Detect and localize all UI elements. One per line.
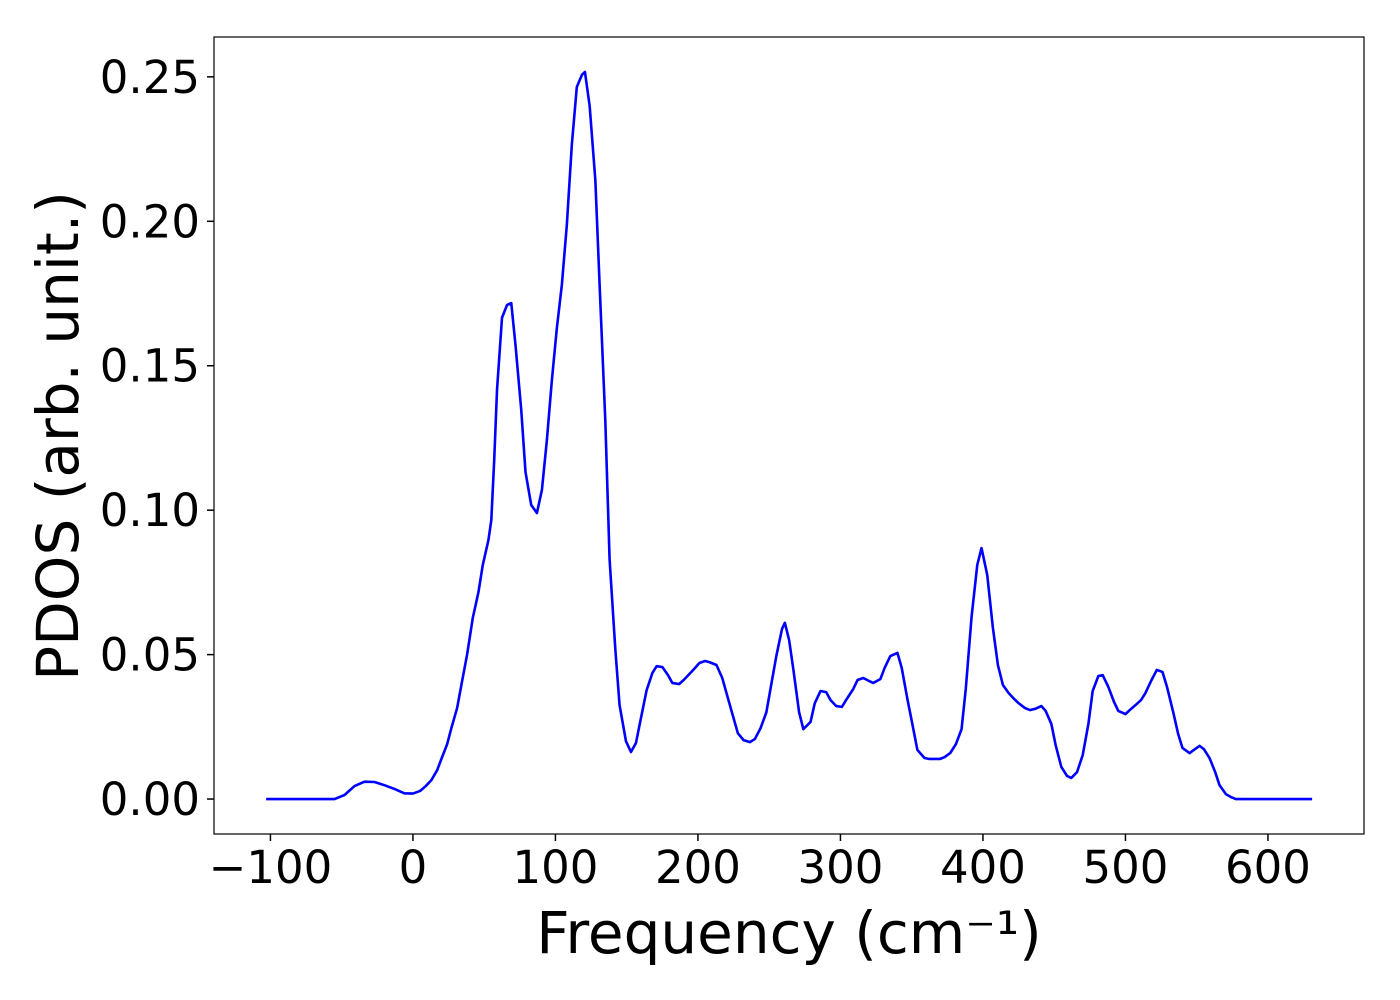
y-tick-label: 0.10 — [100, 484, 200, 537]
x-tick-label: 500 — [1082, 841, 1168, 894]
x-tick-label: 600 — [1225, 841, 1311, 894]
y-tick-label: 0.25 — [100, 51, 200, 104]
plot-frame — [213, 36, 1365, 835]
x-tick-label: −100 — [209, 841, 333, 894]
y-tick-label: 0.00 — [100, 773, 200, 826]
y-tick-label: 0.20 — [100, 195, 200, 248]
y-tick-label: 0.05 — [100, 629, 200, 682]
y-tick-label: 0.15 — [100, 340, 200, 393]
x-tick-label: 0 — [399, 841, 428, 894]
x-tick-label: 200 — [655, 841, 741, 894]
x-tick-label: 400 — [940, 841, 1026, 894]
x-tick-label: 100 — [512, 841, 598, 894]
data-line — [266, 70, 1313, 801]
y-axis-label: PDOS (arb. unit.) — [24, 191, 92, 681]
x-axis-label: Frequency (cm⁻¹) — [536, 899, 1042, 967]
x-tick-label: 300 — [797, 841, 883, 894]
